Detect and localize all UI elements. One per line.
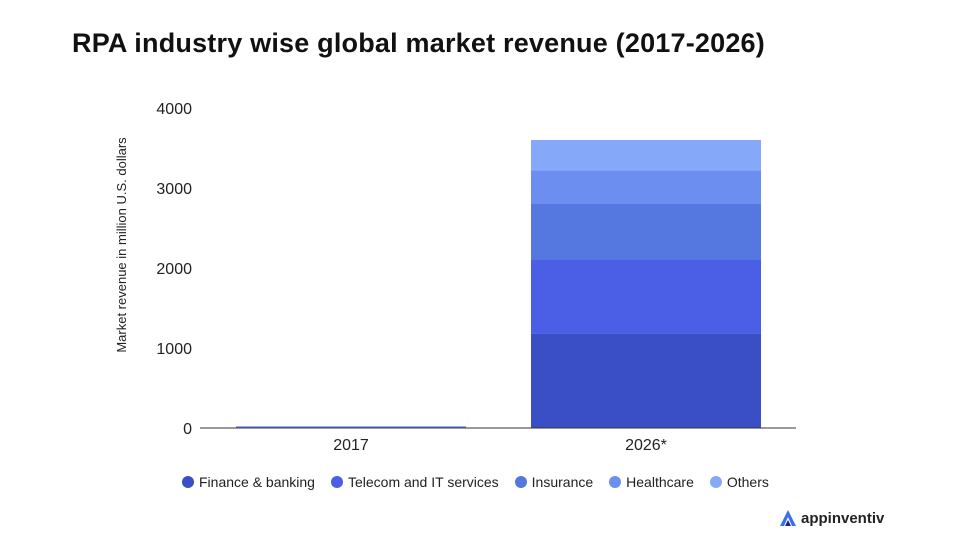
legend-item: Healthcare <box>609 474 694 490</box>
bar-segment-telecom-and-it-services-1 <box>531 260 761 334</box>
y-tick-label: 2000 <box>156 261 192 278</box>
bar-segment-insurance-1 <box>531 204 761 260</box>
bar-segment-others-1 <box>531 140 761 171</box>
legend-swatch <box>709 476 722 488</box>
bar-segment-healthcare-1 <box>531 170 761 204</box>
legend-swatch <box>182 476 194 488</box>
legend-label: Healthcare <box>626 474 694 490</box>
legend-swatch <box>514 476 527 488</box>
y-tick-label: 3000 <box>156 181 192 198</box>
legend-label: Insurance <box>531 474 594 490</box>
bar-stacks <box>236 140 761 428</box>
y-tick-label: 0 <box>183 421 192 438</box>
appinventiv-logo-icon <box>780 510 796 526</box>
x-tick-label: 2017 <box>333 437 369 454</box>
brand-name: appinventiv <box>801 509 885 527</box>
legend-item: Insurance <box>514 474 594 490</box>
y-axis-label: Market revenue in million U.S. dollars <box>114 137 129 353</box>
y-axis-ticks: 0 1000 2000 3000 4000 <box>156 101 192 438</box>
brand-logo: appinventiv <box>778 508 884 528</box>
bar-chart: Market revenue in million U.S. dollars 0… <box>114 101 796 454</box>
chart-title: RPA industry wise global market revenue … <box>72 28 765 58</box>
legend: Finance & banking Telecom and IT services… <box>182 474 769 490</box>
bar-segment-finance-banking-1 <box>531 333 761 428</box>
legend-label: Finance & banking <box>199 474 315 490</box>
x-axis-ticks: 2017 2026* <box>333 437 667 454</box>
x-tick-label: 2026* <box>625 437 667 454</box>
legend-item: Others <box>709 474 769 490</box>
legend-swatch <box>330 476 343 488</box>
y-tick-label: 4000 <box>156 101 192 118</box>
y-tick-label: 1000 <box>156 341 192 358</box>
legend-swatch <box>609 476 622 488</box>
legend-item: Telecom and IT services <box>330 474 499 490</box>
legend-label: Others <box>726 474 769 490</box>
legend-item: Finance & banking <box>182 474 315 490</box>
legend-label: Telecom and IT services <box>347 474 499 490</box>
